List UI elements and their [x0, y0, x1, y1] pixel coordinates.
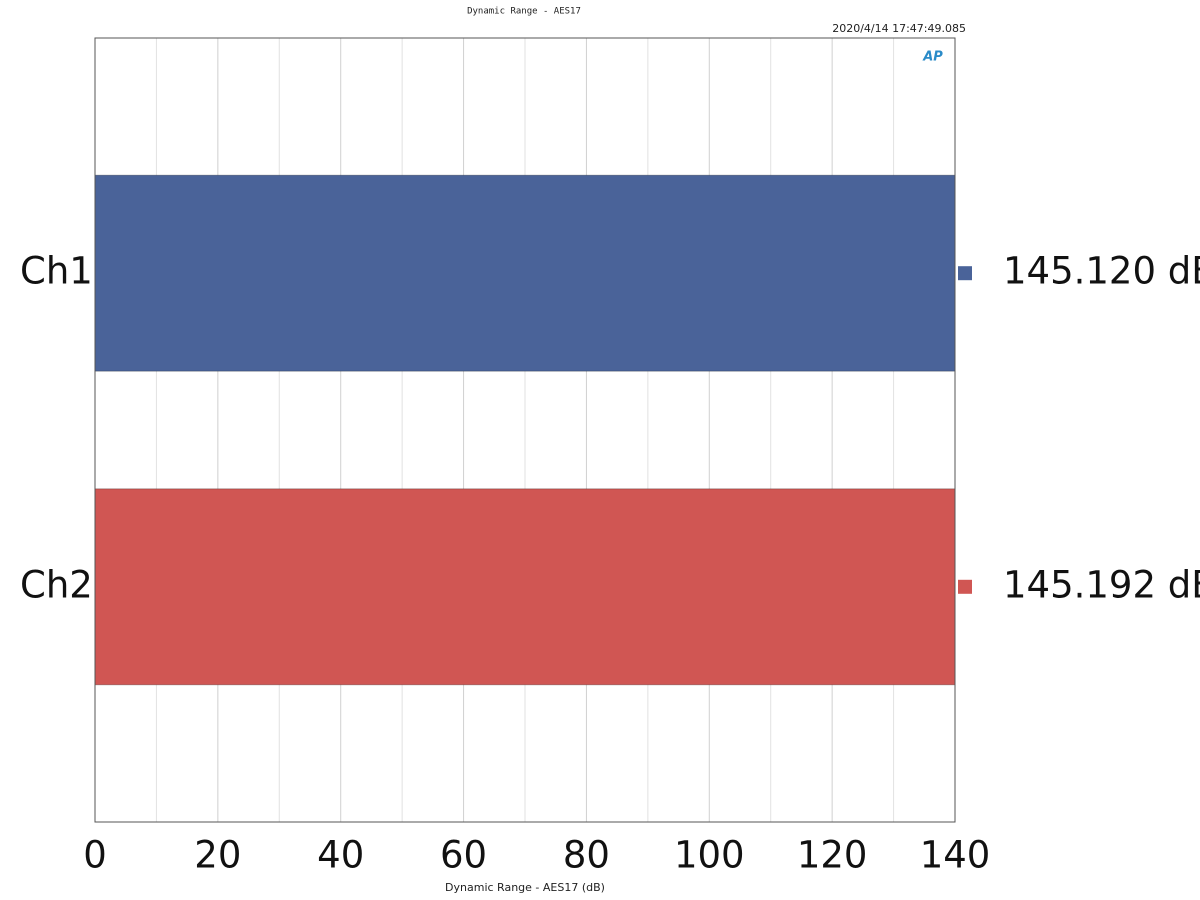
- x-tick-label: 100: [674, 834, 745, 877]
- x-tick-label: 80: [563, 834, 610, 877]
- x-tick-label: 120: [797, 834, 868, 877]
- legend-marker: [958, 579, 972, 594]
- plot-frame: [94, 37, 956, 823]
- y-tick-label: Ch2: [20, 563, 93, 606]
- x-tick-label: 20: [194, 834, 241, 877]
- x-tick-label: 60: [440, 834, 487, 877]
- y-tick-label: Ch1: [20, 250, 93, 293]
- bar: [95, 174, 955, 372]
- x-axis-label: Dynamic Range - AES17 (dB): [445, 881, 605, 894]
- x-tick-label: 0: [83, 834, 107, 877]
- timestamp: 2020/4/14 17:47:49.085: [832, 22, 966, 35]
- x-tick-label: 40: [317, 834, 364, 877]
- bars: [95, 174, 955, 686]
- x-tick-label: 140: [920, 834, 991, 877]
- logo: AP: [922, 50, 943, 65]
- value-label: 145.192 dB: [1003, 563, 1200, 606]
- value-label: 145.120 dB: [1003, 250, 1200, 293]
- chart-title: Dynamic Range - AES17: [467, 7, 581, 17]
- legend-marker: [958, 266, 972, 281]
- grid: [94, 38, 956, 822]
- bar: [95, 488, 955, 686]
